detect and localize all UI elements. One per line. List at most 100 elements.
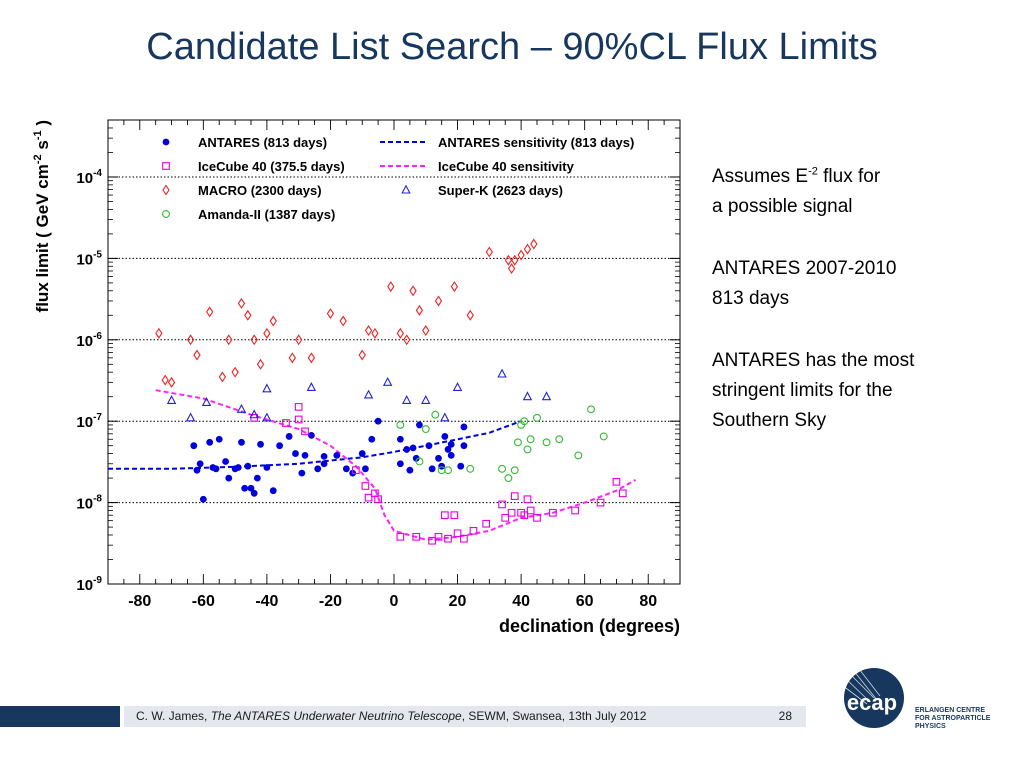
data-point [320,452,328,460]
data-point [185,412,196,422]
x-tick-label: 40 [512,593,530,610]
data-point [215,435,223,443]
x-tick-label: -20 [319,593,342,610]
y-axis-label: flux limit ( GeV cm-2 s-1 ) [32,120,52,312]
data-point [452,382,463,391]
data-point [412,532,421,541]
data-point [396,460,404,468]
data-point [421,395,431,404]
data-point [396,420,405,429]
data-point [249,409,259,419]
y-tick-label: 10-5 [76,249,102,268]
data-point [282,419,290,427]
data-point [225,474,233,482]
data-point [364,493,373,502]
y-tick-label: 10-4 [76,168,102,187]
data-point [387,281,395,293]
data-point [358,349,366,361]
data-point [253,474,261,482]
data-point [574,451,583,460]
data-point [507,508,516,517]
data-point [314,465,322,473]
days-text: 813 days [712,288,790,309]
data-point [542,438,551,447]
data-point [403,334,411,346]
legend-marker [162,138,170,146]
data-point [333,452,341,459]
data-point [460,442,468,450]
data-point [533,513,541,522]
data-point [466,464,475,473]
series-group [396,405,608,483]
data-point [421,425,430,434]
data-point [416,421,423,429]
data-point [206,306,214,318]
data-point [409,285,417,297]
data-point [371,327,379,339]
legend-label: Super-K (2623 days) [438,183,563,198]
data-point [306,382,317,391]
data-point [256,358,265,370]
data-point [193,349,201,361]
data-point [501,513,510,522]
flux-limit-chart: 10-9 10-8 10-7 10-6 10-5 10-4 -80 -60 -40 -20 0 20 4… [32,119,681,636]
y-tick-label: 10-7 [76,412,102,431]
slide-notes: Assumes E-2 flux for a possible signal AN… [712,162,1012,468]
data-point [250,334,258,346]
assumes-text-end: flux for [817,166,881,187]
slide-title: Candidate List Search – 90%CL Flux Limit… [146,26,878,68]
y-tick-label: 10-8 [76,494,102,513]
x-tick-label: -60 [192,593,215,610]
assumes-text: Assumes E [712,166,809,187]
data-point [425,442,433,450]
data-point [269,487,277,495]
data-point [504,254,513,266]
data-point [450,511,459,520]
logo-line-1: ERLANGEN CENTRE [915,707,986,714]
data-point [236,403,247,413]
data-point [444,466,452,475]
data-point [396,327,405,339]
data-point [244,462,252,470]
data-point [401,395,412,404]
data-point [247,484,255,492]
x-tick-label: -40 [255,593,278,610]
data-point [485,246,493,258]
data-point [510,492,519,501]
data-point [339,315,347,327]
data-point [507,263,516,275]
data-point [301,427,309,436]
legend-marker [162,210,170,218]
data-point [250,489,258,497]
data-point [513,438,522,447]
x-tick-label: 20 [449,593,467,610]
data-point [307,431,315,439]
y-tick-label: 10-6 [76,331,102,350]
legend-marker [401,184,411,194]
ecap-logo-icon: ecap [837,664,904,728]
x-tick-label: 60 [576,593,594,610]
data-point [342,465,350,473]
data-point [237,297,246,309]
data-point [517,249,525,261]
series-group [166,368,552,422]
data-point [571,506,579,515]
data-point [307,352,316,364]
data-point [190,442,198,450]
data-point [498,500,506,509]
data-point [352,466,360,475]
data-point [201,397,212,406]
y-tick-label: 10-9 [76,575,102,594]
series-group [250,403,627,545]
logo-line-2: FOR ASTROPARTICLE [915,715,991,722]
data-point [364,325,373,337]
data-point [482,519,491,528]
data-point [428,465,436,473]
footer-accent-bar [0,706,120,727]
data-point [193,466,201,474]
data-point [440,412,450,422]
data-point [206,438,214,446]
legend: ANTARES (813 days) ANTARES sensitivity (8… [162,135,634,222]
series-group [190,417,468,503]
data-point [555,435,564,444]
